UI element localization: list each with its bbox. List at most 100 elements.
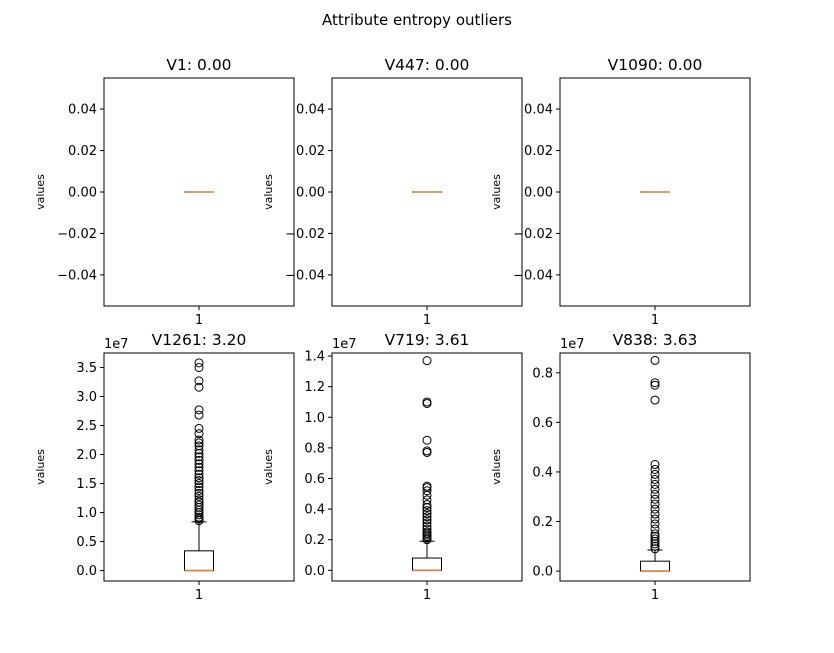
outlier-point	[650, 519, 660, 529]
outlier-point	[422, 509, 432, 519]
outlier-point	[194, 473, 204, 483]
outlier-point	[194, 435, 204, 445]
y-tick-label: 0.0	[532, 565, 553, 580]
outlier-point	[422, 518, 432, 528]
outlier-point	[422, 356, 432, 366]
y-tick-label: −0.04	[57, 268, 97, 283]
outlier-point	[650, 544, 660, 554]
x-tick-label: 1	[423, 588, 431, 603]
outlier-point	[422, 495, 432, 505]
outlier-point	[422, 521, 432, 531]
y-tick-label: 1.2	[304, 380, 325, 395]
outlier-point	[194, 405, 204, 415]
outlier-point	[194, 382, 204, 392]
outlier-point	[650, 531, 660, 541]
subplot-title: V447: 0.00	[385, 56, 470, 74]
outlier-point	[194, 363, 204, 373]
x-tick-label: 1	[195, 313, 203, 328]
y-tick-label: 0.04	[68, 103, 97, 118]
subplot-title: V1: 0.00	[166, 56, 231, 74]
outlier-point	[650, 504, 660, 514]
y-offset-label: 1e7	[560, 337, 585, 352]
figure-suptitle: Attribute entropy outliers	[322, 11, 512, 29]
outlier-point	[650, 494, 660, 504]
y-tick-label: 0.00	[524, 186, 553, 201]
y-tick-label: −0.04	[285, 268, 325, 283]
outlier-point	[650, 474, 660, 484]
outlier-point	[650, 355, 660, 365]
outlier-point	[422, 446, 432, 456]
y-tick-label: 2.0	[76, 448, 97, 463]
y-tick-label: 0.02	[296, 144, 325, 159]
y-tick-label: 0.6	[532, 416, 553, 431]
subplot-grid: V1: 0.00 −0.04 −0.02 0.00 0.02 0.04 1 values V44…	[34, 56, 751, 603]
outlier-point	[422, 397, 432, 407]
outlier-point	[194, 476, 204, 486]
outlier-point	[194, 452, 204, 462]
outlier-point	[194, 358, 204, 368]
subplot-6: V838: 3.63 0.0 0.2 0.4 0.6 0.8 1 values 1e7	[490, 331, 751, 603]
outlier-point	[194, 445, 204, 455]
outlier-point	[194, 485, 204, 495]
outlier-point	[194, 488, 204, 498]
outlier-point	[194, 491, 204, 501]
outlier-point	[194, 462, 204, 472]
y-tick-label: 0.0	[76, 564, 97, 579]
outlier-point	[650, 395, 660, 405]
y-axis-label: values	[262, 174, 275, 210]
outlier-point	[650, 460, 660, 470]
y-tick-label: 2.5	[76, 419, 97, 434]
outlier-point	[194, 466, 204, 476]
y-tick-label: 0.04	[524, 103, 553, 118]
subplot-title: V719: 3.61	[385, 331, 470, 349]
y-tick-label: −0.04	[513, 268, 553, 283]
x-tick-label: 1	[651, 313, 659, 328]
y-tick-label: 0.5	[76, 535, 97, 550]
y-tick-label: 1.0	[76, 506, 97, 521]
outlier-point	[194, 459, 204, 469]
subplot-5: V719: 3.61 0.0 0.2 0.4 0.6 0.8 1.0 1.2 1.4 1 value…	[262, 331, 523, 603]
subplot-4: V1261: 3.20 0.0 0.5 1.0 1.5 2.0 2.5 3.0 3.5 1 valu…	[34, 331, 295, 603]
outlier-point	[422, 512, 432, 522]
y-tick-label: 0.8	[532, 366, 553, 381]
y-tick-label: 0.00	[68, 186, 97, 201]
outlier-point	[650, 380, 660, 390]
outlier-point	[650, 499, 660, 509]
outlier-point	[194, 438, 204, 448]
subplot-3: V1090: 0.00 −0.04 −0.02 0.00 0.02 0.04 1 values	[490, 56, 751, 328]
outlier-point	[650, 489, 660, 499]
outlier-point	[650, 514, 660, 524]
outlier-point	[194, 482, 204, 492]
outlier-point	[422, 499, 432, 509]
outlier-point	[194, 429, 204, 439]
y-axis-label: values	[490, 174, 503, 210]
y-axis-label: values	[490, 449, 503, 485]
outlier-point	[194, 512, 204, 522]
outlier-point	[650, 529, 660, 539]
y-tick-label: 0.6	[304, 472, 325, 487]
outlier-point	[650, 509, 660, 519]
outlier-point	[650, 534, 660, 544]
y-tick-label: 0.02	[524, 144, 553, 159]
y-tick-label: 0.0	[304, 564, 325, 579]
outlier-point	[194, 495, 204, 505]
subplot-2: V447: 0.00 −0.04 −0.02 0.00 0.02 0.04 1 values	[262, 56, 523, 328]
y-tick-label: 1.5	[76, 477, 97, 492]
outlier-point	[650, 484, 660, 494]
outlier-point	[650, 541, 660, 551]
subplot-title: V1261: 3.20	[152, 331, 247, 349]
y-tick-label: 0.4	[304, 503, 325, 518]
outlier-point	[194, 455, 204, 465]
x-tick-label: 1	[195, 588, 203, 603]
outlier-point	[194, 469, 204, 479]
y-tick-label: −0.02	[513, 227, 553, 242]
outlier-point	[422, 481, 432, 491]
x-tick-label: 1	[423, 313, 431, 328]
outlier-point	[422, 506, 432, 516]
outlier-point	[194, 441, 204, 451]
y-tick-label: 1.0	[304, 411, 325, 426]
outlier-point	[422, 435, 432, 445]
outlier-point	[650, 536, 660, 546]
